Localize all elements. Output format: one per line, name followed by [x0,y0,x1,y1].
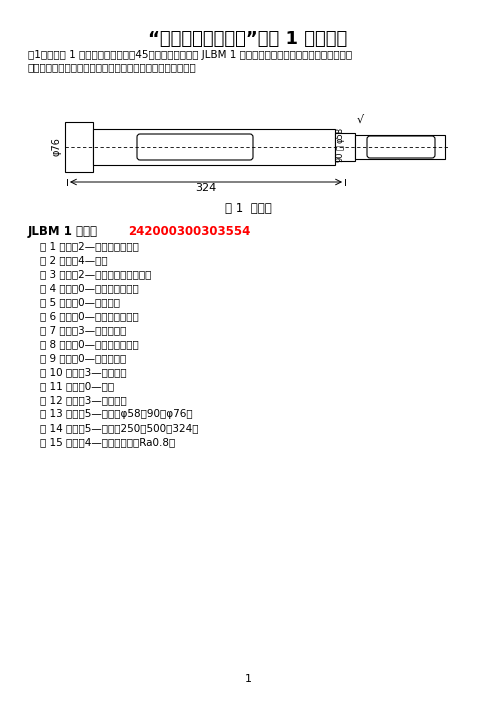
Text: 第 6 位码：0—内部无功能要素: 第 6 位码：0—内部无功能要素 [40,311,139,321]
Bar [93,129,335,165]
Text: 第 12 位码：3—调质处理: 第 12 位码：3—调质处理 [40,395,127,405]
Bar [65,122,93,172]
Text: 第 4 位码：0—外部无功能要素: 第 4 位码：0—外部无功能要素 [40,283,139,293]
Text: 第 7 位码：3—外圆上键槽: 第 7 位码：3—外圆上键槽 [40,325,126,335]
Text: 324: 324 [195,183,217,193]
Text: √: √ [357,115,364,125]
Text: φ76: φ76 [52,138,62,157]
Text: JLBM 1 编号：: JLBM 1 编号： [28,225,98,238]
Text: 与编码有关的尺寸与技术要求，并说明各位编码对应的特征。: 与编码有关的尺寸与技术要求，并说明各位编码对应的特征。 [28,62,197,72]
Text: 242000300303554: 242000300303554 [128,225,250,238]
Bar [335,133,355,161]
FancyBboxPatch shape [367,136,435,158]
Text: φ58: φ58 [335,127,345,143]
FancyBboxPatch shape [137,134,253,160]
Text: 第 8 位码：0—内部无平面加工: 第 8 位码：0—内部无平面加工 [40,339,139,349]
Text: 90: 90 [335,152,345,162]
Text: （1）写出图 1 所示阶梯轴（材料：45；毛坤：棒料）的 JLBM 1 成组编码，要求画出零件结构简图，标明: （1）写出图 1 所示阶梯轴（材料：45；毛坤：棒料）的 JLBM 1 成组编码… [28,50,352,60]
Text: “机械制造技术基础”作业 1 参考答案: “机械制造技术基础”作业 1 参考答案 [148,30,348,48]
Text: 第 15 位码：4—外圆高精度（Ra0.8）: 第 15 位码：4—外圆高精度（Ra0.8） [40,437,175,447]
Text: 第 5 位码：0—无轴线孔: 第 5 位码：0—无轴线孔 [40,297,120,307]
Text: 第 14 位码：5—长度：250～500（324）: 第 14 位码：5—长度：250～500（324） [40,423,198,433]
Text: 第 1 位码：2—销、杆、维大类: 第 1 位码：2—销、杆、维大类 [40,241,139,251]
Text: 第 9 位码：0—无辅助加工: 第 9 位码：0—无辅助加工 [40,353,126,363]
Text: 图 1  阶梯轴: 图 1 阶梯轴 [225,202,271,215]
Text: 第 2 位码：4—短轴: 第 2 位码：4—短轴 [40,255,108,265]
Bar [355,135,445,159]
Text: 1: 1 [245,674,251,684]
Text: 第 11 位码：0—棒料: 第 11 位码：0—棒料 [40,381,114,391]
Text: 第 3 位码：2—单一轴线，双向台阶: 第 3 位码：2—单一轴线，双向台阶 [40,269,151,279]
Text: ～: ～ [335,145,345,150]
Text: 第 13 位码：5—直径：φ58～90（φ76）: 第 13 位码：5—直径：φ58～90（φ76） [40,409,192,419]
Text: 第 10 位码：3—优质碳锂: 第 10 位码：3—优质碳锂 [40,367,126,377]
